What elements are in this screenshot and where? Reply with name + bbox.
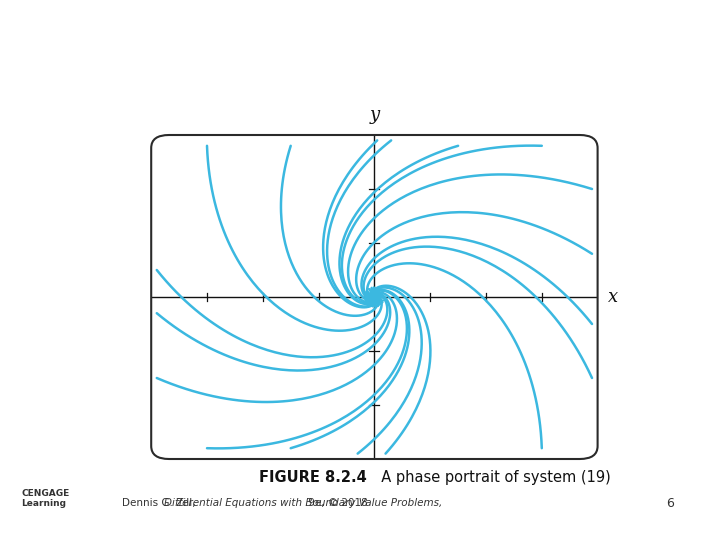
Text: 9e, © 2018: 9e, © 2018 bbox=[305, 498, 367, 508]
Text: y: y bbox=[369, 106, 379, 124]
Text: CENGAGE
Learning: CENGAGE Learning bbox=[22, 489, 70, 508]
Text: Differential Equations with Boundary Value Problems,: Differential Equations with Boundary Val… bbox=[164, 498, 442, 508]
Text: Dennis G. Zill,: Dennis G. Zill, bbox=[122, 498, 199, 508]
Text: FIGURE 8.2.4: FIGURE 8.2.4 bbox=[259, 470, 367, 485]
Text: 6: 6 bbox=[666, 497, 673, 510]
Text: x: x bbox=[608, 288, 618, 306]
Text: A phase portrait of system (19): A phase portrait of system (19) bbox=[372, 470, 611, 485]
